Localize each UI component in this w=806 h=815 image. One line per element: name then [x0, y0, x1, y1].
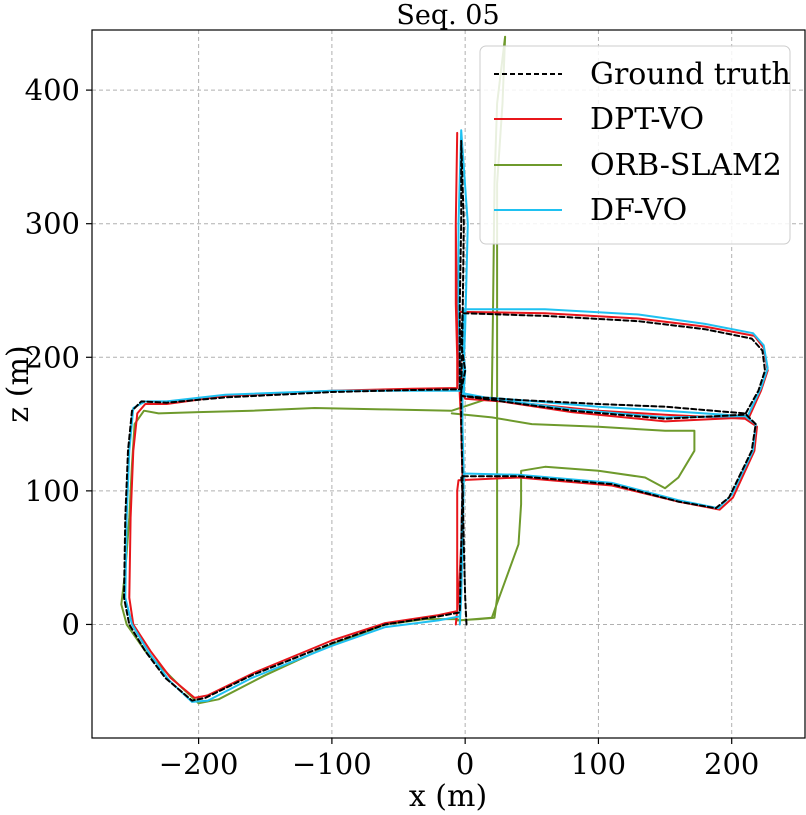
legend-label-dpt-vo: DPT-VO [590, 102, 704, 137]
series-line-dpt-vo [128, 131, 769, 699]
series-line-ground-truth [123, 139, 766, 702]
y-tick-label: 0 [62, 607, 80, 641]
y-axis-label: z (m) [1, 345, 36, 422]
x-tick-label: −100 [292, 747, 372, 781]
y-tick-label: 300 [25, 207, 80, 241]
chart-title: Seq. 05 [396, 0, 499, 31]
series-line-df-vo [124, 129, 769, 703]
legend-label-orb-slam2: ORB-SLAM2 [590, 148, 782, 183]
plot-frame [91, 29, 806, 739]
legend-label-df-vo: DF-VO [590, 193, 687, 228]
legend-label-ground-truth: Ground truth [590, 57, 791, 92]
y-tick-label: 100 [25, 474, 80, 508]
legend-box [479, 45, 791, 245]
legend: Ground truth DPT-VO ORB-SLAM2 DF-VO [479, 45, 791, 245]
x-tick-label: 0 [456, 747, 474, 781]
x-axis-ticks: −200 −100 0 100 200 [159, 738, 759, 781]
y-axis-ticks: 0 100 200 300 400 [25, 73, 92, 641]
y-tick-label: 200 [25, 340, 80, 374]
y-tick-label: 400 [25, 73, 80, 107]
x-tick-label: −200 [159, 747, 239, 781]
x-tick-label: 200 [704, 747, 759, 781]
x-axis-label: x (m) [409, 779, 487, 814]
x-tick-label: 100 [571, 747, 626, 781]
